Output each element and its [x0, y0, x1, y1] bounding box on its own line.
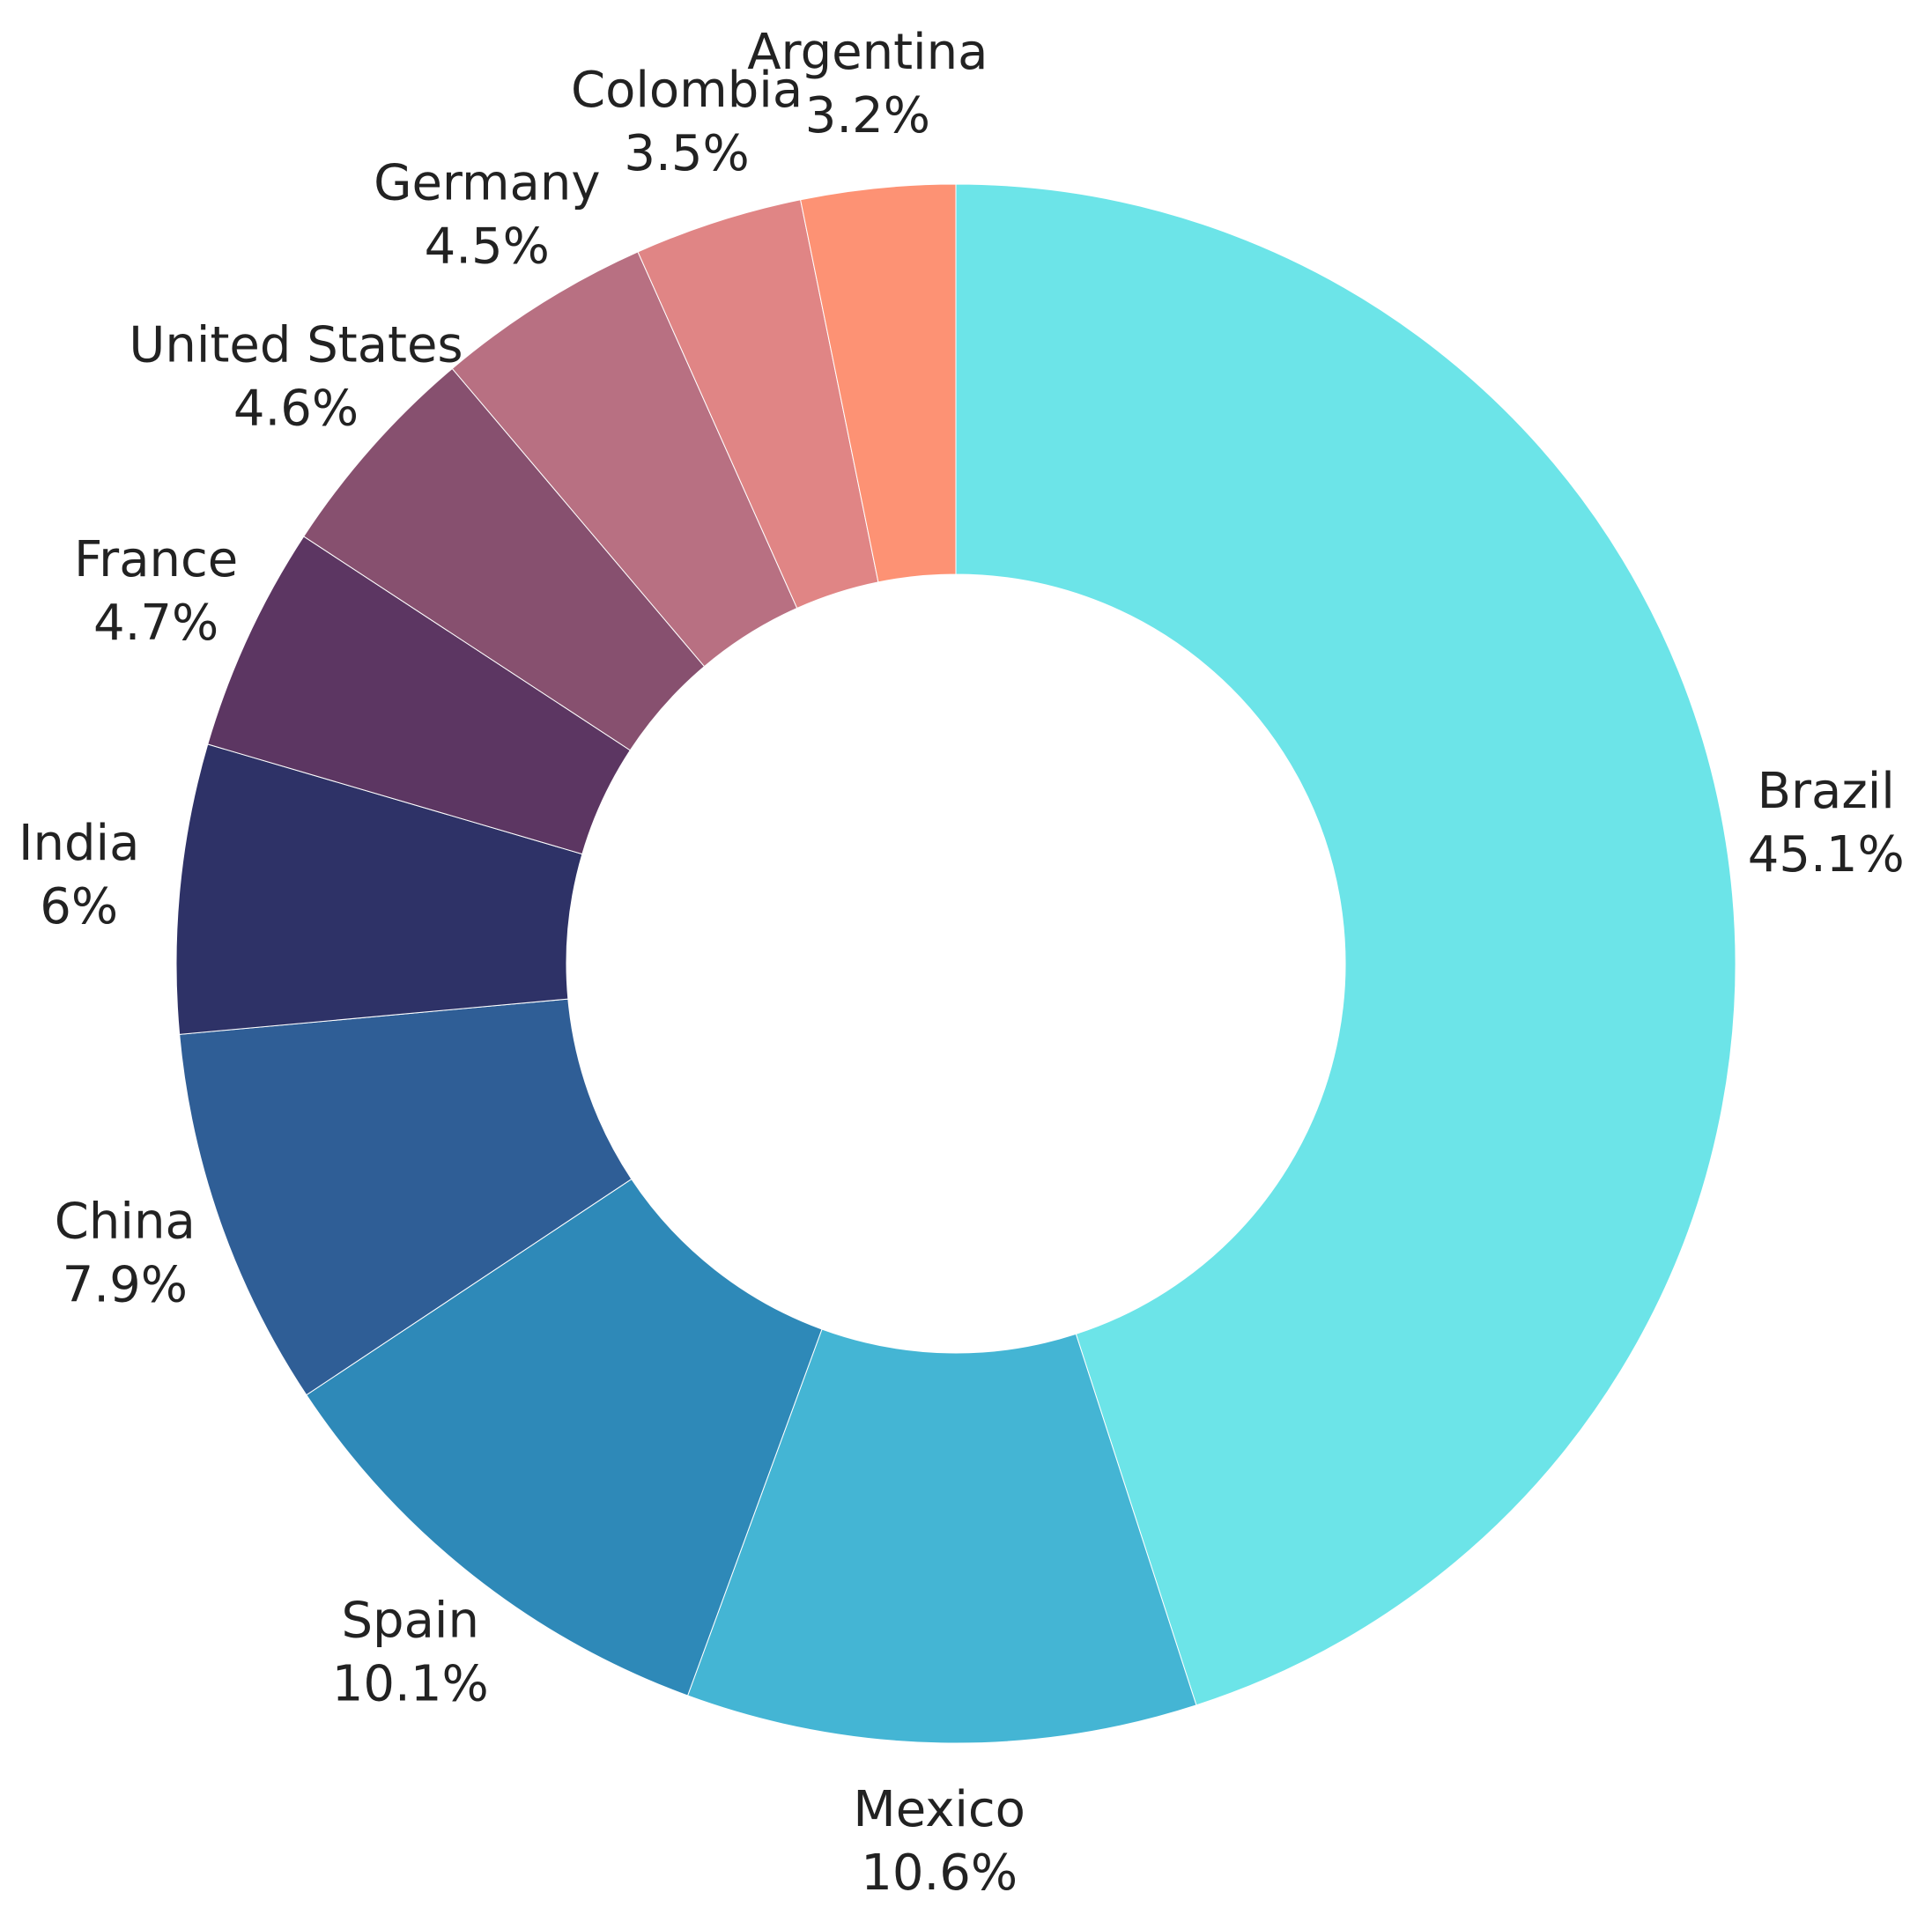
- value-label: 10.1%: [332, 1655, 489, 1712]
- value-label: 4.6%: [233, 381, 359, 438]
- value-label: 45.1%: [1748, 826, 1905, 883]
- value-label: 4.5%: [425, 218, 550, 276]
- slice-label: Spain: [341, 1592, 478, 1649]
- slice-label: United States: [129, 317, 463, 374]
- slice-label: Brazil: [1758, 763, 1895, 820]
- slice-label: China: [55, 1193, 196, 1250]
- value-label: 3.2%: [805, 87, 930, 144]
- slice-label: Germany: [374, 155, 600, 212]
- slice: [179, 998, 633, 1396]
- value-label: 4.7%: [93, 595, 218, 652]
- value-label: 10.6%: [861, 1844, 1018, 1902]
- slice-label: France: [74, 531, 238, 588]
- value-label: 3.5%: [624, 125, 749, 182]
- slice: [306, 1178, 823, 1697]
- value-label: 7.9%: [63, 1256, 188, 1313]
- slice-label: Colombia: [571, 62, 803, 119]
- slice-label: Argentina: [747, 24, 988, 81]
- value-label: 6%: [40, 878, 118, 935]
- slice: [955, 183, 1736, 1706]
- slice-label: Mexico: [853, 1781, 1025, 1838]
- slice: [686, 1328, 1197, 1744]
- slice-label: India: [19, 815, 139, 872]
- slice: [800, 183, 957, 583]
